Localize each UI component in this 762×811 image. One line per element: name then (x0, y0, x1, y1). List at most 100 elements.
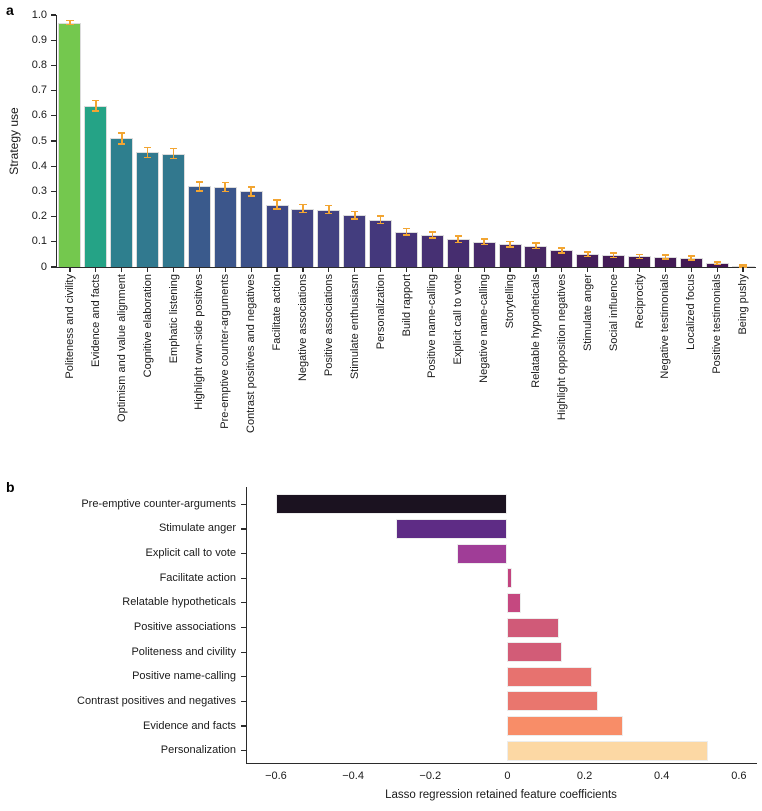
error-bar-cap-bottom (713, 263, 721, 266)
error-bar-cap-top (610, 252, 618, 254)
x-axis-tick (716, 267, 718, 272)
error-bar-cap-bottom (351, 218, 359, 220)
coefficient-bar (275, 494, 508, 515)
error-bar (379, 215, 382, 224)
error-bar-cap-bottom (454, 241, 462, 244)
x-axis-tick-label: 0.4 (654, 770, 670, 782)
x-axis-tick (354, 267, 356, 272)
y-category-label: Positive name-calling (132, 670, 236, 683)
error-bar (198, 181, 201, 191)
x-category-label: Contrast positives and negatives (245, 274, 258, 433)
y-axis-line (245, 487, 247, 763)
x-axis-tick (121, 267, 123, 272)
x-category-label: Social influence (607, 274, 620, 352)
x-axis-tick (405, 267, 408, 272)
x-axis-tick (328, 267, 330, 272)
x-axis-tick (250, 267, 252, 272)
error-bar (405, 228, 408, 235)
coefficient-bar (507, 592, 521, 613)
panel-a-label: a (6, 2, 14, 18)
x-category-label: Highlight own-side positives (193, 274, 206, 410)
y-axis-tick-label: 1.0 (31, 8, 47, 21)
coefficient-bar (507, 716, 624, 737)
x-category-label: Relatable hypotheticals (529, 274, 542, 388)
error-bar-cap-bottom (169, 157, 178, 160)
y-axis-tick (50, 90, 56, 92)
error-bar (276, 199, 278, 210)
y-axis-tick-label: 0.7 (31, 84, 47, 97)
x-category-label: Being pushy (737, 274, 750, 335)
error-bar (250, 186, 252, 196)
x-axis-tick (690, 267, 692, 272)
error-bar-cap-top (739, 263, 747, 266)
error-bar-cap-bottom (325, 212, 333, 215)
error-bar (664, 254, 667, 259)
x-axis-tick-label: −0.2 (419, 770, 442, 782)
x-axis-tick (147, 267, 149, 272)
x-category-label: Stimulate anger (581, 274, 594, 352)
error-bar (328, 205, 330, 214)
y-category-label: Contrast positives and negatives (77, 694, 236, 707)
y-axis-tick (50, 241, 56, 243)
y-axis-tick (240, 676, 246, 678)
error-bar-cap-bottom (144, 156, 152, 159)
error-bar-cap-top (299, 203, 307, 206)
y-category-label: Explicit call to vote (145, 547, 236, 560)
x-axis-line (245, 763, 757, 765)
error-bar-cap-top (402, 227, 411, 230)
error-bar-cap-bottom (92, 109, 100, 112)
error-bar (690, 256, 693, 261)
y-category-label: Relatable hypotheticals (122, 596, 236, 609)
strategy-bar (213, 186, 237, 267)
x-axis-tick (69, 267, 71, 272)
error-bar-cap-bottom (739, 265, 747, 268)
x-category-label: Explicit call to vote (452, 274, 465, 365)
y-axis-tick (240, 725, 246, 727)
y-axis-tick (50, 190, 56, 192)
error-bar-cap-top (144, 146, 152, 149)
strategy-bar (291, 208, 315, 267)
x-category-label: Facilitate action (271, 274, 284, 351)
y-axis-tick-label: 0.1 (31, 235, 47, 248)
error-bar (120, 132, 123, 145)
y-axis-tick (240, 602, 246, 604)
x-axis-tick (483, 267, 485, 272)
error-bar (172, 148, 175, 159)
y-axis-tick (50, 64, 56, 66)
x-axis-tick (172, 267, 175, 272)
x-category-label: Personalization (374, 274, 387, 350)
error-bar-cap-bottom (661, 258, 669, 260)
error-bar-cap-bottom (299, 211, 307, 214)
error-bar (742, 264, 744, 267)
error-bar-cap-bottom (66, 23, 74, 26)
x-category-label: Positive associations (322, 274, 335, 377)
error-bar (509, 241, 511, 248)
error-bar (224, 182, 227, 192)
strategy-bar (369, 219, 393, 267)
x-category-label: Storytelling (504, 274, 517, 329)
strategy-bar (110, 138, 134, 267)
error-bar-cap-top (635, 253, 644, 256)
x-category-label: Localized focus (685, 274, 698, 350)
strategy-bar (58, 22, 82, 267)
error-bar-cap-bottom (558, 252, 566, 254)
error-bar-cap-bottom (195, 190, 203, 192)
strategy-bar (420, 234, 444, 267)
y-axis-tick (50, 216, 56, 218)
error-bar (716, 261, 718, 265)
strategy-bar (187, 186, 211, 267)
x-axis-tick (664, 267, 666, 272)
error-bar-cap-top (428, 230, 436, 233)
error-bar-cap-top (687, 255, 695, 257)
x-category-label: Politeness and civility (63, 274, 76, 379)
y-axis-tick-label: 0.4 (31, 159, 47, 172)
y-axis-tick (240, 528, 246, 530)
error-bar-cap-bottom (635, 257, 644, 260)
panel-b-label: b (6, 479, 15, 495)
error-bar-cap-top (247, 186, 255, 188)
y-axis-tick-label: 0.6 (31, 109, 47, 122)
coefficient-bar (507, 691, 599, 712)
error-bar-cap-bottom (610, 256, 618, 259)
error-bar-cap-bottom (532, 247, 540, 250)
y-axis-tick-label: 0 (40, 260, 47, 273)
